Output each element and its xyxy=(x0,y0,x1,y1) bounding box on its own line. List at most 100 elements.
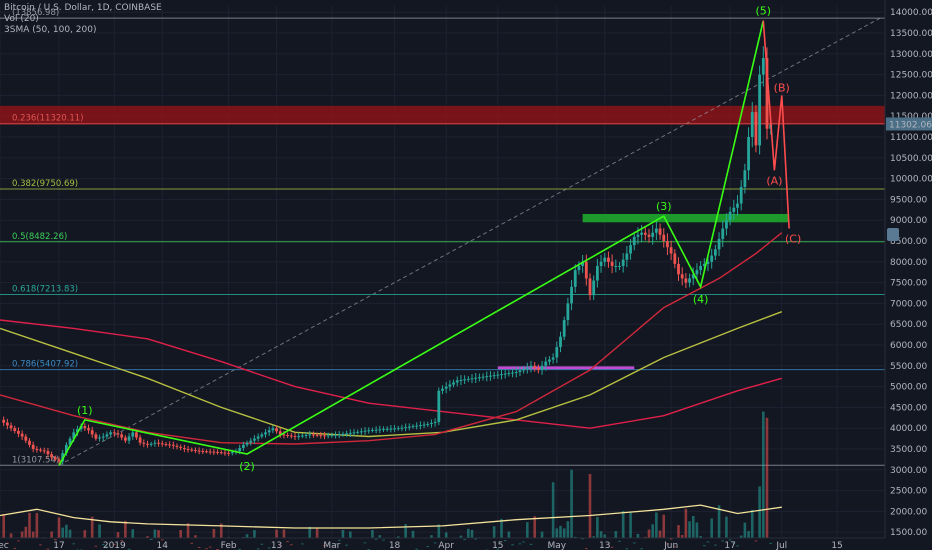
fib-level-label: 0.382(9750.69) xyxy=(12,179,78,189)
candle xyxy=(559,331,562,353)
volume-bar xyxy=(179,529,182,538)
volume-bar xyxy=(714,544,717,546)
candle xyxy=(470,373,474,384)
volume-ma-line xyxy=(0,504,782,529)
chart-title: Bitcoin / U.S. Dollar, 1D, COINBASE xyxy=(4,3,162,13)
candle xyxy=(761,46,765,87)
volume-bar xyxy=(105,546,109,548)
candle xyxy=(138,434,142,446)
candle xyxy=(201,448,205,455)
candle xyxy=(223,449,227,456)
price-tick-label: 9000.00 xyxy=(890,216,927,226)
volume-bar xyxy=(190,542,194,544)
price-tick-label: 11000.00 xyxy=(890,133,932,143)
candle xyxy=(555,341,559,363)
volume-bar xyxy=(470,529,474,538)
volume-bar xyxy=(31,531,35,538)
price-tick-label: 5000.00 xyxy=(890,383,927,393)
price-tick-label: 1500.00 xyxy=(890,528,927,538)
volume-bar xyxy=(548,547,551,549)
candle xyxy=(455,376,459,387)
price-tick-label: 9500.00 xyxy=(890,195,927,205)
volume-bar xyxy=(739,535,743,538)
candle xyxy=(489,371,492,381)
volume-bar xyxy=(54,539,57,541)
candle xyxy=(477,373,481,382)
candle xyxy=(452,379,455,388)
candle xyxy=(31,441,35,453)
candle xyxy=(459,375,463,386)
candle xyxy=(430,419,433,428)
volume-bar xyxy=(717,505,721,538)
candle xyxy=(666,233,669,256)
candle xyxy=(312,431,315,438)
axis-scale-button[interactable] xyxy=(887,228,899,241)
candle xyxy=(219,450,223,455)
volume-bar xyxy=(160,539,164,541)
candle xyxy=(245,440,249,447)
volume-bar xyxy=(592,536,595,538)
price-tick-label: 4000.00 xyxy=(890,424,927,434)
candle xyxy=(713,244,717,261)
volume-bar xyxy=(625,548,629,550)
volume-bar xyxy=(278,545,282,547)
volume-bar xyxy=(599,531,603,538)
price-tick-label: 11500.00 xyxy=(890,112,932,122)
volume-bar xyxy=(728,539,732,541)
volume-bar xyxy=(651,524,654,538)
volume-bar xyxy=(301,543,304,545)
volume-bar xyxy=(570,469,573,538)
volume-bar xyxy=(24,526,28,538)
candle xyxy=(625,246,629,268)
time-tick-label: 2019 xyxy=(103,541,126,550)
candle xyxy=(673,249,677,269)
candle xyxy=(662,228,666,248)
candle xyxy=(418,421,422,430)
volume-bar xyxy=(522,541,525,543)
candle xyxy=(271,425,275,434)
volume-bar xyxy=(28,512,31,538)
volume-bar xyxy=(149,538,153,540)
candle xyxy=(216,449,219,455)
volume-bar xyxy=(596,517,599,538)
time-tick-label: Apr xyxy=(438,541,454,550)
candle xyxy=(511,368,514,378)
candle xyxy=(721,220,725,247)
candle xyxy=(651,224,655,245)
price-tick-label: 13500.00 xyxy=(890,29,932,39)
volume-bar xyxy=(459,535,463,538)
candle xyxy=(142,439,146,448)
volume-bar xyxy=(127,548,131,550)
candle xyxy=(260,432,264,439)
volume-bar xyxy=(747,530,750,538)
volume-bar xyxy=(533,516,536,538)
candle xyxy=(256,433,260,442)
volume-bar xyxy=(743,522,747,538)
impulse-wave-label: (3) xyxy=(656,200,672,213)
candle xyxy=(2,416,6,427)
candle xyxy=(194,447,197,454)
candle xyxy=(212,448,216,456)
candle xyxy=(444,382,448,394)
candle xyxy=(573,264,577,293)
candle xyxy=(186,445,190,453)
candle xyxy=(643,227,647,241)
volume-bar xyxy=(688,521,691,538)
volume-bar xyxy=(691,516,695,538)
volume-bar xyxy=(655,512,658,538)
candle xyxy=(171,441,175,450)
candle xyxy=(758,65,762,155)
volume-bar xyxy=(673,546,677,548)
volume-bar xyxy=(345,544,348,546)
volume-bar xyxy=(706,541,710,543)
candle xyxy=(90,426,94,438)
candle xyxy=(514,367,518,378)
volume-bar xyxy=(205,548,208,550)
volume-bar xyxy=(430,535,433,538)
candle xyxy=(393,424,396,433)
volume-bar xyxy=(146,536,149,538)
volume-bar xyxy=(765,417,769,538)
volume-bar xyxy=(474,538,477,540)
